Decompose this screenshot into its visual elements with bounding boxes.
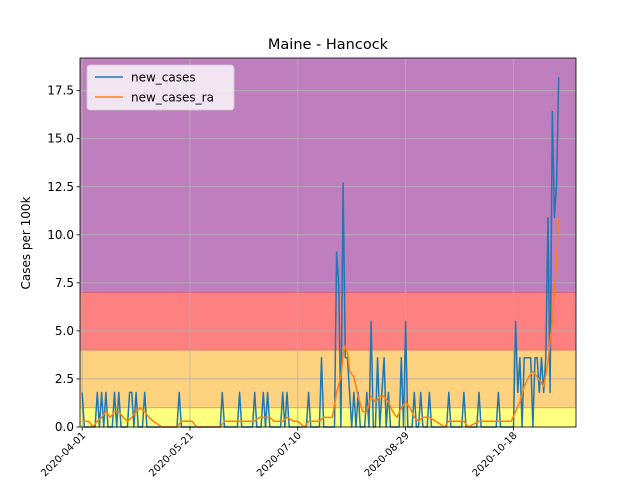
y-tick-label: 5.0 <box>55 324 74 338</box>
y-axis-label: Cases per 100k <box>19 196 33 289</box>
plot-frame <box>79 57 577 428</box>
y-tick-label: 15.0 <box>47 132 74 146</box>
legend: new_cases new_cases_ra <box>86 64 235 111</box>
risk-bands <box>80 58 576 427</box>
y-tick-label: 10.0 <box>47 228 74 242</box>
band-2 <box>80 292 576 351</box>
legend-label: new_cases_ra <box>131 91 214 105</box>
y-axis: 0.0 2.5 5.0 7.5 10.0 12.5 15.0 17.5 <box>47 84 80 434</box>
y-tick-label: 0.0 <box>55 420 74 434</box>
y-tick-label: 7.5 <box>55 276 74 290</box>
y-tick-label: 17.5 <box>47 84 74 98</box>
chart-title: Maine - Hancock <box>268 37 389 53</box>
legend-label: new_cases <box>131 71 196 85</box>
legend-box <box>86 64 235 111</box>
y-tick-label: 12.5 <box>47 180 74 194</box>
y-tick-label: 2.5 <box>55 372 74 386</box>
series-line-new_cases_ra <box>82 217 560 428</box>
